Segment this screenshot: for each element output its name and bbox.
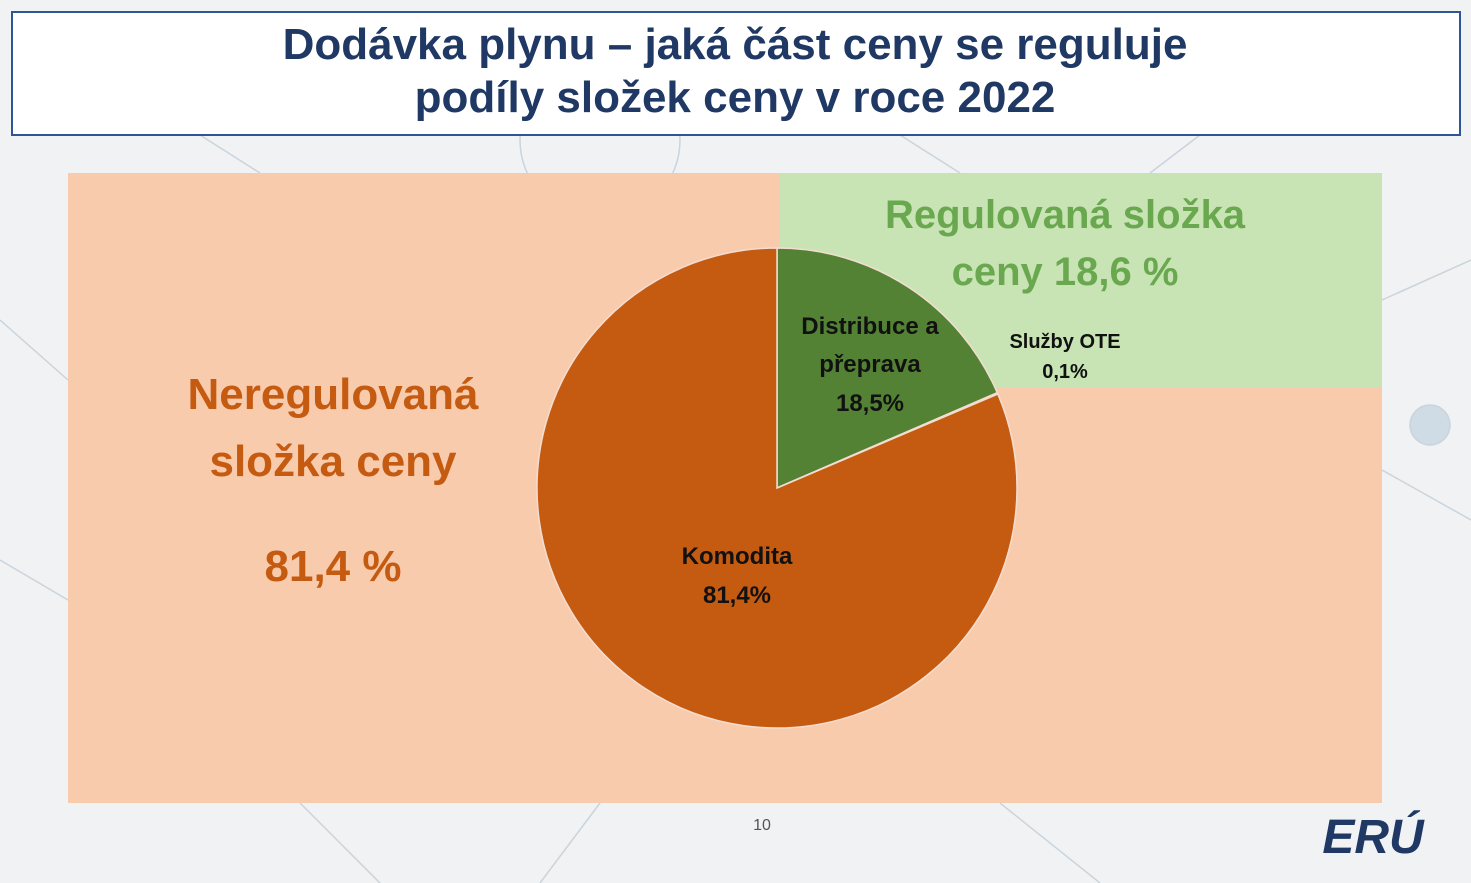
value-label: 0,1% (1042, 361, 1088, 383)
pie-slice (776, 247, 999, 490)
value-label: 18,5% (835, 389, 905, 417)
title-box (11, 11, 1461, 136)
logo: ERÚ (1322, 810, 1424, 864)
regulated-annotation: ceny 18,6 % (951, 250, 1179, 294)
pie (536, 247, 1018, 729)
value-label: 81,4% (702, 581, 772, 609)
chart-title: Dodávka plynu – jaká část ceny se regulu… (282, 19, 1188, 69)
slice-label: Služby OTE (1009, 331, 1121, 353)
slice-label: Distribuce a přeprava (801, 313, 939, 379)
unregulated-annotation: Neregulovaná (187, 369, 479, 419)
slice-label: Komodita (681, 542, 793, 570)
regulated-annotation: Regulovaná složka (884, 193, 1246, 237)
chart-title: podíly složek ceny v roce 2022 (414, 72, 1056, 122)
unregulated-annotation: 81,4 % (264, 541, 402, 591)
page-number: 10 (753, 817, 771, 835)
unregulated-annotation: složka ceny (209, 436, 457, 486)
pie-slice (536, 247, 1018, 729)
